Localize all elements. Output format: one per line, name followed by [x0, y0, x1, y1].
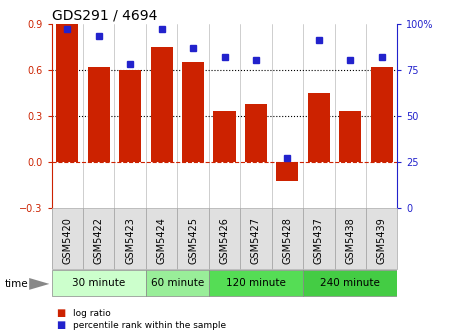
Polygon shape — [29, 278, 49, 290]
Text: 60 minute: 60 minute — [151, 278, 204, 288]
Text: GSM5437: GSM5437 — [314, 217, 324, 264]
Text: GSM5438: GSM5438 — [345, 217, 355, 264]
FancyBboxPatch shape — [146, 270, 209, 296]
FancyBboxPatch shape — [240, 208, 272, 269]
Text: ■: ■ — [56, 320, 66, 330]
Bar — [339, 111, 361, 162]
FancyBboxPatch shape — [209, 208, 240, 269]
Text: GSM5423: GSM5423 — [125, 217, 135, 264]
Bar — [214, 111, 235, 162]
Text: 240 minute: 240 minute — [320, 278, 380, 288]
Bar — [182, 62, 204, 162]
Text: ■: ■ — [56, 308, 66, 318]
Bar — [119, 70, 141, 162]
Text: GSM5424: GSM5424 — [157, 217, 167, 264]
FancyBboxPatch shape — [303, 270, 397, 296]
Text: GSM5426: GSM5426 — [220, 217, 229, 264]
Text: GSM5427: GSM5427 — [251, 217, 261, 264]
Bar — [371, 67, 392, 162]
Bar — [245, 103, 267, 162]
Bar — [308, 93, 330, 162]
Bar — [88, 67, 110, 162]
Text: GSM5428: GSM5428 — [282, 217, 292, 264]
Text: GSM5425: GSM5425 — [188, 217, 198, 264]
Text: GSM5420: GSM5420 — [62, 217, 72, 264]
Text: GDS291 / 4694: GDS291 / 4694 — [52, 8, 157, 23]
FancyBboxPatch shape — [209, 270, 303, 296]
FancyBboxPatch shape — [83, 208, 114, 269]
FancyBboxPatch shape — [177, 208, 209, 269]
Bar — [57, 24, 79, 162]
Bar — [150, 47, 172, 162]
Text: GSM5439: GSM5439 — [377, 217, 387, 264]
Text: time: time — [4, 279, 28, 289]
FancyBboxPatch shape — [366, 208, 397, 269]
Text: 30 minute: 30 minute — [72, 278, 125, 288]
FancyBboxPatch shape — [272, 208, 303, 269]
FancyBboxPatch shape — [146, 208, 177, 269]
FancyBboxPatch shape — [52, 208, 83, 269]
Text: log ratio: log ratio — [73, 309, 111, 318]
Text: GSM5422: GSM5422 — [94, 217, 104, 264]
Bar — [277, 162, 299, 181]
FancyBboxPatch shape — [303, 208, 335, 269]
Text: percentile rank within the sample: percentile rank within the sample — [73, 321, 226, 330]
FancyBboxPatch shape — [335, 208, 366, 269]
FancyBboxPatch shape — [52, 270, 146, 296]
Text: 120 minute: 120 minute — [226, 278, 286, 288]
FancyBboxPatch shape — [114, 208, 146, 269]
